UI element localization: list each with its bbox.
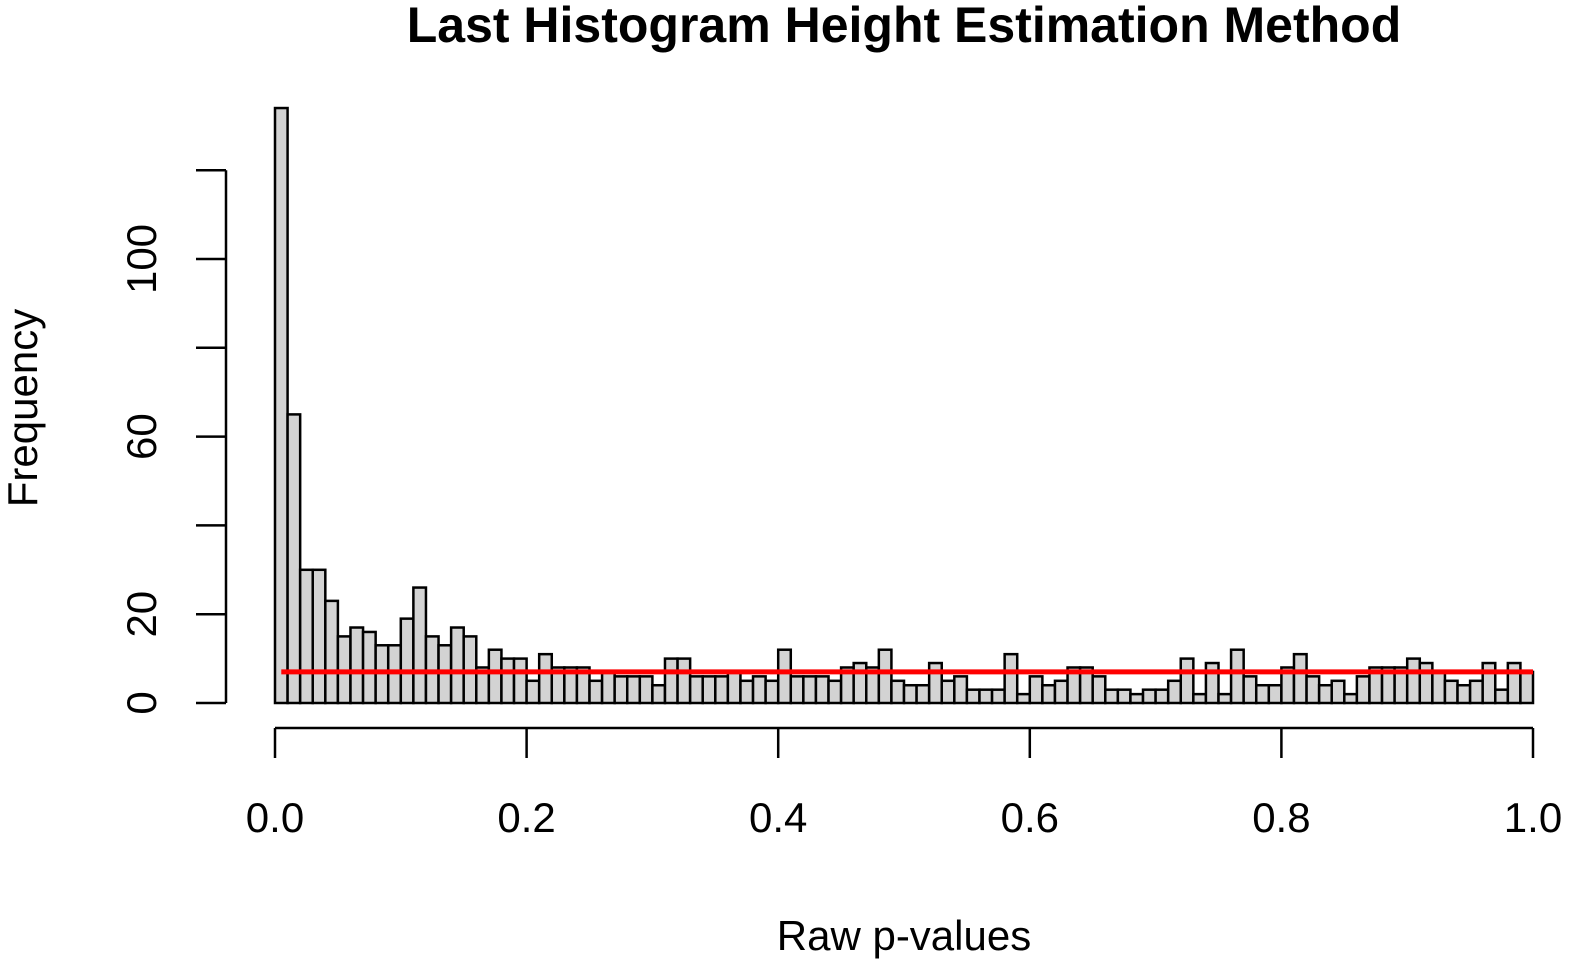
histogram-bar bbox=[525, 679, 541, 705]
histogram-bar bbox=[714, 675, 730, 705]
histogram-bar bbox=[1003, 652, 1019, 705]
histogram-bar bbox=[1028, 675, 1044, 705]
histogram-bar bbox=[651, 683, 667, 705]
histogram-bar bbox=[1217, 692, 1233, 705]
x-tick-label: 0.0 bbox=[246, 794, 304, 841]
histogram-bar bbox=[1141, 688, 1157, 705]
histogram-bar bbox=[965, 688, 981, 705]
histogram-bar bbox=[902, 683, 918, 705]
histogram-bar bbox=[588, 679, 604, 705]
histogram-bar bbox=[953, 675, 969, 705]
histogram-bar bbox=[751, 675, 767, 705]
histogram-bar bbox=[1053, 679, 1069, 705]
histogram-bar bbox=[663, 657, 679, 705]
histogram-bar bbox=[1204, 661, 1220, 705]
histogram-bar bbox=[1192, 692, 1208, 705]
histogram-bar bbox=[361, 630, 377, 705]
histogram-bar bbox=[1456, 683, 1472, 705]
histogram-bar bbox=[726, 670, 742, 705]
chart-title: Last Histogram Height Estimation Method bbox=[407, 0, 1402, 53]
histogram-bar bbox=[1229, 648, 1245, 705]
histogram-bar bbox=[298, 568, 314, 705]
histogram-bar bbox=[1179, 657, 1195, 705]
histogram-bar bbox=[739, 679, 755, 705]
histogram-bar bbox=[776, 648, 793, 705]
histogram-bar bbox=[1242, 675, 1258, 705]
x-tick-label: 0.4 bbox=[749, 794, 807, 841]
histogram-bar bbox=[927, 661, 943, 705]
histogram-bar bbox=[827, 679, 843, 705]
histogram-bar bbox=[940, 679, 956, 705]
histogram-bar bbox=[537, 652, 554, 705]
histogram-bar bbox=[676, 657, 692, 705]
y-tick-label: 0 bbox=[118, 691, 165, 714]
histogram-bar bbox=[915, 683, 931, 705]
histogram-bar bbox=[1494, 688, 1510, 705]
histogram-bar bbox=[1305, 675, 1321, 705]
histogram-bar bbox=[877, 648, 893, 705]
x-tick-label: 0.8 bbox=[1252, 794, 1310, 841]
histogram-bar bbox=[1041, 683, 1057, 705]
histogram-bars bbox=[273, 106, 1535, 705]
histogram-bar bbox=[625, 675, 642, 705]
histogram-bar bbox=[814, 675, 830, 705]
histogram-bar bbox=[890, 679, 906, 705]
histogram-bar bbox=[600, 670, 616, 705]
histogram-bar bbox=[1317, 683, 1333, 705]
histogram-bar bbox=[286, 413, 302, 705]
histogram-bar bbox=[512, 657, 528, 705]
histogram-bar bbox=[1418, 661, 1434, 705]
histogram-bar bbox=[1468, 679, 1484, 705]
x-axis-title: Raw p-values bbox=[777, 912, 1031, 959]
histogram-bar bbox=[852, 661, 868, 705]
histogram-bar bbox=[399, 617, 415, 705]
histogram-bar bbox=[1330, 679, 1346, 705]
histogram-bar bbox=[311, 568, 327, 705]
histogram-bar bbox=[1254, 683, 1271, 705]
histogram-bar bbox=[412, 586, 428, 705]
histogram-bar bbox=[1116, 688, 1132, 705]
histogram-bar bbox=[1355, 675, 1371, 705]
histogram-bar bbox=[1154, 688, 1170, 705]
histogram-bar bbox=[990, 688, 1006, 705]
histogram-bar bbox=[701, 675, 717, 705]
y-tick-label: 100 bbox=[118, 224, 165, 294]
histogram-bar bbox=[978, 688, 994, 705]
histogram-bar bbox=[1443, 679, 1459, 705]
histogram-bar bbox=[500, 657, 516, 705]
x-tick-label: 0.2 bbox=[497, 794, 555, 841]
histogram-bar bbox=[1015, 692, 1032, 705]
histogram-bar bbox=[1129, 692, 1145, 705]
histogram-bar bbox=[789, 675, 805, 705]
histogram-bar bbox=[1104, 688, 1120, 705]
histogram-bar bbox=[1405, 657, 1422, 705]
histogram-bar bbox=[1166, 679, 1183, 705]
histogram-bar bbox=[324, 599, 340, 705]
x-tick-label: 1.0 bbox=[1504, 794, 1562, 841]
histogram-bar bbox=[613, 675, 629, 705]
histogram-bar bbox=[273, 106, 289, 705]
y-tick-label: 20 bbox=[118, 591, 165, 638]
histogram-bar bbox=[1506, 661, 1522, 705]
y-axis-title: Frequency bbox=[0, 309, 46, 507]
x-tick-label: 0.6 bbox=[1001, 794, 1059, 841]
y-axis: 0 20 60 100 bbox=[118, 168, 228, 715]
histogram-bar bbox=[1481, 661, 1497, 705]
histogram-bar bbox=[1431, 670, 1447, 705]
histogram-bar bbox=[1292, 652, 1308, 705]
histogram-bar bbox=[688, 675, 704, 705]
x-axis: 0.0 0.2 0.4 0.6 0.8 1.0 bbox=[246, 726, 1562, 841]
histogram-bar bbox=[487, 648, 503, 705]
histogram-bar bbox=[449, 626, 465, 705]
histogram-bar bbox=[638, 675, 654, 705]
histogram-bar bbox=[764, 679, 780, 705]
histogram-bar bbox=[802, 675, 818, 705]
histogram-bar bbox=[349, 626, 365, 705]
histogram-bar bbox=[1519, 670, 1535, 705]
y-tick-label: 60 bbox=[118, 413, 165, 460]
histogram-bar bbox=[1091, 675, 1107, 705]
histogram-bar bbox=[1343, 692, 1359, 705]
histogram-bar bbox=[1267, 683, 1283, 705]
